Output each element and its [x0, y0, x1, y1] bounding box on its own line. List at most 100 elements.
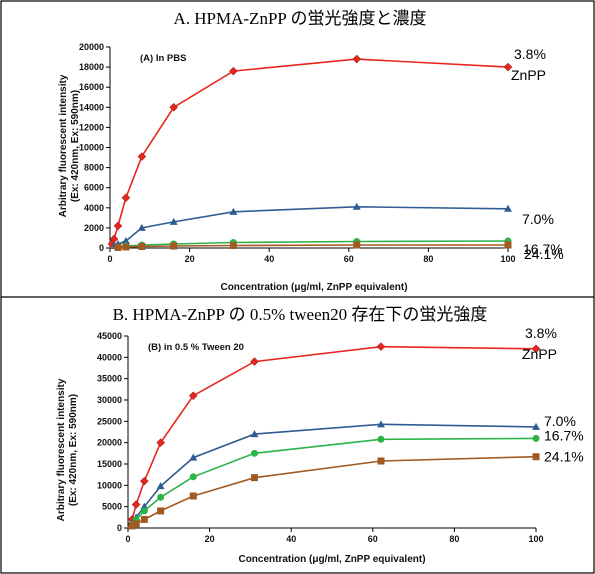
data-point-a-4 — [170, 242, 178, 250]
data-point-a-1 — [121, 193, 131, 203]
data-point-b-3 — [532, 434, 540, 442]
data-point-b-1 — [250, 357, 259, 366]
y-tick-label: 10000 — [79, 143, 104, 153]
data-point-a-2 — [352, 202, 361, 210]
series-label-a-4: 24.1% — [524, 246, 564, 262]
y-tick-label: 16000 — [79, 82, 104, 92]
data-point-a-4 — [353, 241, 361, 249]
data-point-b-2 — [140, 502, 149, 510]
x-axis-label-a: Concentration (μg/ml, ZnPP equivalent) — [220, 282, 407, 293]
x-tick-label: 100 — [500, 254, 515, 264]
data-point-b-3 — [189, 473, 197, 481]
data-point-b-2 — [532, 422, 540, 430]
data-point-a-1 — [352, 54, 362, 64]
data-point-a-4 — [138, 242, 146, 250]
y-tick-label: 14000 — [79, 102, 104, 112]
data-point-b-4 — [132, 520, 140, 528]
series-label-b-1: 3.8% — [525, 325, 557, 341]
y-tick-label: 18000 — [79, 62, 104, 72]
x-tick-label: 60 — [344, 254, 354, 264]
data-point-b-2 — [156, 482, 165, 490]
series-label-b-1-line2: ZnPP — [522, 346, 557, 362]
data-point-a-4 — [229, 241, 237, 249]
y-tick-label: 6000 — [84, 183, 104, 193]
chart-title-b: B. HPMA-ZnPP の 0.5% tween20 存在下の蛍光強度 — [113, 305, 488, 324]
y-axis-label-a-line2: (Ex: 420nm, Ex: 590nm) — [70, 90, 81, 202]
series-label-a-3: 16.7% — [523, 241, 563, 257]
data-point-a-2 — [504, 204, 512, 212]
series-label-b-2: 7.0% — [544, 413, 576, 429]
data-point-a-2 — [169, 217, 178, 225]
chart-panel-b: B. HPMA-ZnPP の 0.5% tween20 存在下の蛍光強度 (B)… — [56, 305, 584, 565]
data-point-a-1 — [137, 152, 147, 161]
y-tick-label: 45000 — [97, 331, 122, 341]
y-tick-label: 0 — [99, 243, 104, 253]
y-tick-label: 4000 — [84, 203, 104, 213]
data-point-a-4 — [504, 241, 512, 249]
data-point-b-3 — [250, 449, 258, 457]
x-tick-label: 20 — [185, 254, 195, 264]
data-point-a-1 — [503, 62, 513, 72]
y-axis-label-b-line2: (Ex: 420nm, Ex: 590nm) — [68, 394, 79, 506]
y-tick-label: 10000 — [97, 480, 122, 490]
data-point-b-1 — [188, 391, 198, 401]
chart-panel-a: A. HPMA-ZnPP の蛍光強度と濃度 (A) In PBS Arbitra… — [58, 9, 564, 293]
y-tick-label: 8000 — [84, 163, 104, 173]
y-tick-label: 0 — [117, 523, 122, 533]
data-point-b-4 — [532, 453, 540, 461]
x-tick-label: 100 — [528, 534, 543, 544]
panel-label-b: (B) in 0.5 % Tween 20 — [148, 342, 244, 353]
y-tick-label: 20000 — [97, 438, 122, 448]
series-label-a-1: 3.8% — [514, 46, 546, 62]
data-point-b-1 — [376, 342, 386, 352]
data-point-b-2 — [250, 430, 259, 438]
data-point-b-1 — [131, 500, 141, 509]
data-point-a-2 — [229, 207, 238, 215]
data-point-a-2 — [121, 236, 130, 244]
data-point-b-4 — [189, 492, 197, 500]
data-point-b-1 — [139, 476, 149, 486]
chart-title-a: A. HPMA-ZnPP の蛍光強度と濃度 — [174, 9, 427, 28]
series-label-b-4: 24.1% — [544, 449, 584, 465]
x-tick-label: 80 — [449, 534, 459, 544]
data-point-b-4 — [140, 515, 148, 523]
x-tick-label: 40 — [286, 534, 296, 544]
y-tick-label: 5000 — [102, 502, 122, 512]
data-point-b-1 — [156, 438, 165, 448]
y-tick-label: 20000 — [79, 42, 104, 52]
y-tick-label: 15000 — [97, 459, 122, 469]
data-point-a-2 — [137, 223, 146, 231]
data-point-b-2 — [189, 453, 198, 461]
panel-label-a: (A) In PBS — [140, 53, 186, 64]
data-point-a-4 — [122, 243, 130, 251]
data-point-b-4 — [157, 507, 165, 515]
y-tick-label: 35000 — [97, 374, 122, 384]
data-point-a-4 — [114, 243, 122, 251]
y-tick-label: 2000 — [84, 223, 104, 233]
series-label-b-3: 16.7% — [544, 427, 584, 443]
data-point-a-1 — [113, 221, 123, 231]
y-tick-label: 12000 — [79, 122, 104, 132]
data-point-b-2 — [376, 420, 385, 428]
x-axis-label-b: Concentration (μg/ml, ZnPP equivalent) — [238, 554, 425, 565]
data-point-b-1 — [531, 344, 541, 354]
data-point-b-4 — [128, 522, 136, 530]
x-tick-label: 0 — [125, 534, 130, 544]
x-tick-label: 20 — [205, 534, 215, 544]
data-point-b-3 — [157, 493, 165, 501]
x-tick-label: 80 — [423, 254, 433, 264]
data-point-b-3 — [140, 507, 148, 515]
data-point-b-3 — [377, 435, 385, 443]
y-tick-label: 25000 — [97, 416, 122, 426]
x-tick-label: 0 — [107, 254, 112, 264]
y-axis-label-a: Arbitrary fluorescent intensity — [58, 74, 69, 217]
data-point-b-4 — [377, 457, 385, 465]
series-label-a-1-line2: ZnPP — [511, 67, 546, 83]
y-tick-label: 40000 — [97, 352, 122, 362]
series-label-a-2: 7.0% — [522, 211, 554, 227]
x-tick-label: 40 — [264, 254, 274, 264]
data-point-b-4 — [250, 474, 258, 482]
data-point-a-1 — [229, 66, 238, 76]
